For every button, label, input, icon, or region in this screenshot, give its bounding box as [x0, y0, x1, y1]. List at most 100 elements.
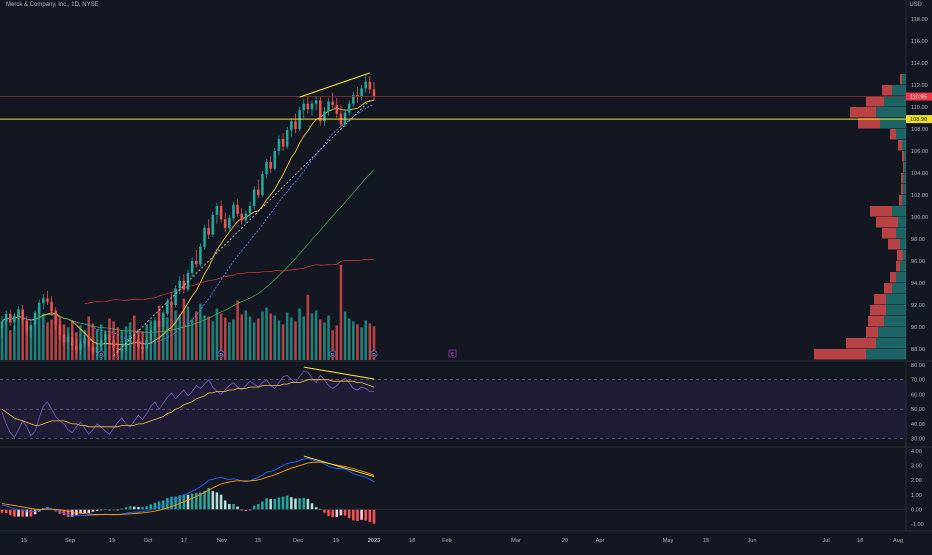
time-tick-label: 15 [255, 538, 261, 544]
time-tick-label: 15 [21, 538, 27, 544]
candle-body [8, 313, 12, 323]
profile-bar-up [898, 217, 906, 228]
price-tick-label: 98.00 [911, 237, 925, 243]
macd-histogram-bar [331, 509, 334, 518]
candle-body [46, 298, 49, 302]
profile-bar-up [884, 96, 906, 107]
volume-bars [0, 265, 376, 360]
candle-body [91, 346, 95, 353]
event-marker[interactable]: D [97, 350, 105, 358]
symbol-title[interactable]: Merck & Company, Inc., 1D, NYSE [6, 2, 99, 8]
volume-bar [364, 320, 368, 360]
rsi-tick-label: 70.00 [911, 378, 925, 384]
price-tick-label: 112.00 [911, 83, 928, 89]
event-marker[interactable]: D [329, 350, 337, 358]
profile-bar-down [896, 261, 900, 272]
candle-body [203, 228, 206, 247]
candlesticks[interactable] [0, 75, 376, 358]
macd-histogram-bar [33, 509, 37, 515]
volume-bar [372, 326, 376, 360]
volume-bar [174, 310, 177, 360]
time-tick-label: Jul [822, 538, 829, 544]
moving-averages [1, 99, 375, 346]
macd-histogram-bar [347, 509, 351, 519]
volume-bar [29, 331, 33, 360]
profile-bar-up [900, 239, 906, 250]
future-event-marker[interactable]: E [448, 349, 457, 358]
candle-body [248, 206, 252, 214]
candle-body [108, 334, 111, 341]
level-tag-bg [906, 115, 932, 124]
macd-histogram-bar [219, 494, 223, 510]
profile-bar-up [904, 151, 906, 162]
candle-body [58, 324, 62, 335]
time-tick-label: 2023 [368, 538, 380, 544]
axes: 118.00 116.00 114.00 112.00 110.00 108.00 106.… [21, 17, 932, 544]
candle-body [29, 324, 33, 332]
candle-body [306, 103, 310, 110]
macd-histogram-bar [0, 509, 4, 513]
volume-bar [244, 310, 248, 360]
candle-body [343, 112, 347, 125]
macd-histogram-bar [166, 498, 169, 510]
time-tick-label: 19 [333, 538, 339, 544]
volume-bar [343, 311, 347, 360]
event-marker-label: D [219, 352, 223, 357]
macd-histogram-bar [112, 509, 115, 511]
macd-line [1, 457, 375, 517]
volume-bar [356, 324, 359, 360]
time-tick-label: Apr [596, 538, 605, 544]
volume-bar [228, 322, 231, 360]
volume-bar [54, 310, 58, 360]
candle-body [335, 104, 339, 114]
macd-signal-line [1, 461, 375, 515]
macd-histogram-bar [269, 499, 272, 510]
last-price-tag: 110.95 [906, 92, 932, 101]
rsi-pane [1, 366, 375, 438]
candle-body [25, 320, 29, 332]
volume-bar [294, 321, 297, 360]
event-marker[interactable]: D [370, 350, 378, 358]
volume-bar [0, 322, 4, 360]
profile-bar-down [903, 162, 904, 173]
candle-body [137, 339, 140, 347]
candle-body [190, 261, 194, 274]
volume-bar [199, 303, 202, 360]
volume-bar [360, 327, 363, 360]
profile-bar-down [858, 118, 880, 129]
candle-body [219, 206, 223, 220]
macd-histogram-bar [116, 509, 120, 511]
macd-histogram-bar [294, 498, 297, 510]
volume-bar [281, 324, 285, 360]
currency-label: USD [909, 2, 922, 8]
macd-histogram-bar [256, 504, 260, 510]
candle-body [4, 313, 8, 322]
candle-body [182, 280, 186, 290]
macd-histogram-bar [323, 509, 326, 513]
volume-bar [273, 315, 277, 360]
profile-bar-up [884, 316, 906, 327]
profile-bar-down [850, 107, 876, 118]
volume-bar [331, 330, 334, 360]
macd-histogram-bar [261, 501, 264, 510]
rsi-band [0, 379, 906, 439]
volume-bar [170, 302, 173, 360]
volume-bar [161, 312, 165, 360]
profile-bar-up [892, 206, 906, 217]
time-tick-label: 15 [703, 538, 709, 544]
price-tick-label: 118.00 [911, 17, 928, 23]
profile-bar-up [886, 294, 906, 305]
candle-body [13, 316, 16, 323]
candle-body [314, 100, 318, 104]
macd-tick-label: 3.00 [911, 464, 922, 470]
candle-body [149, 330, 153, 341]
event-marker[interactable]: D [217, 350, 225, 358]
macd-tick-label: 2.00 [911, 478, 922, 484]
time-tick-label: Oct [144, 538, 153, 544]
profile-bar-up [902, 195, 906, 206]
candle-body [244, 213, 248, 221]
drawings[interactable] [0, 72, 906, 356]
